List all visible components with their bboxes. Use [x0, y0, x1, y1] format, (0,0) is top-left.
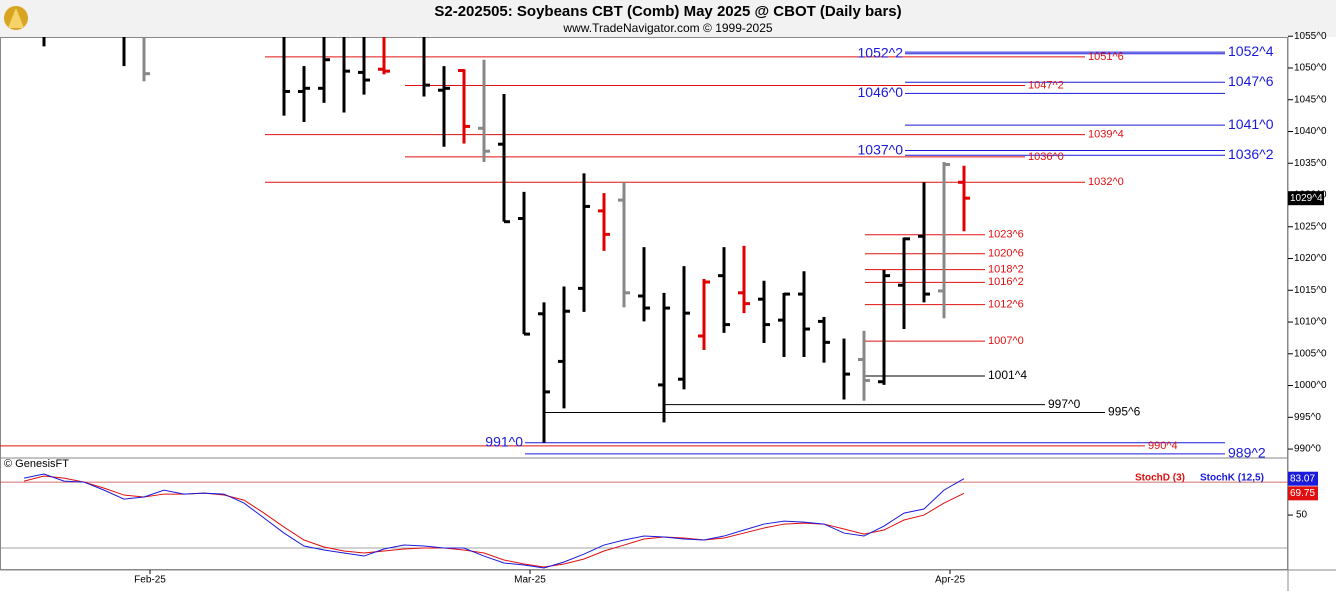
chart-subtitle: www.TradeNavigator.com © 1999-2025: [562, 21, 772, 35]
chart-title: S2-202505: Soybeans CBT (Comb) May 2025 …: [434, 3, 901, 20]
y-tick-label: 50: [1296, 510, 1308, 521]
stoch-line: [23, 475, 965, 568]
level-label: 1036^0: [1028, 151, 1064, 163]
x-tick-label: Apr-25: [935, 575, 965, 586]
y-tick-label: 1055^0: [1294, 31, 1327, 42]
stoch-line: [23, 473, 965, 569]
level-label: 1047^6: [1228, 73, 1274, 89]
logo: [4, 6, 28, 30]
last-value-box: [1288, 471, 1318, 486]
y-tick-label: 1050^0: [1294, 63, 1327, 74]
header: [0, 0, 1336, 37]
legend-entry: StochD (3): [1135, 473, 1185, 484]
y-tick-label: 1035^0: [1294, 158, 1327, 169]
level-label: 1020^6: [988, 248, 1024, 260]
level-label: 1041^0: [1228, 116, 1274, 132]
level-label: 1023^6: [988, 229, 1024, 241]
level-label: 997^0: [1048, 397, 1081, 411]
level-label: 1007^0: [988, 335, 1024, 347]
legend-entry: StochK (12,5): [1200, 473, 1264, 484]
x-tick-label: Feb-25: [134, 575, 166, 586]
y-tick-label: 1045^0: [1294, 94, 1327, 105]
level-label: 1012^6: [988, 298, 1024, 310]
level-label: 989^2: [1228, 445, 1266, 461]
y-tick-label: 1005^0: [1294, 348, 1327, 359]
level-label: 1051^6: [1088, 51, 1124, 63]
last-value-label: 69.75: [1290, 488, 1315, 499]
x-tick-label: Mar-25: [514, 575, 546, 586]
price-bars: [0, 37, 1225, 455]
y-tick-label: 995^0: [1294, 412, 1321, 423]
level-label: 1001^4: [988, 368, 1027, 382]
y-tick-label: 1020^0: [1294, 253, 1327, 264]
y-tick-label: 1015^0: [1294, 285, 1327, 296]
level-label: 990^4: [1148, 440, 1178, 452]
level-label: 1052^4: [1228, 43, 1274, 59]
level-label: 1039^4: [1088, 129, 1124, 141]
level-label: 1052^2: [858, 44, 904, 60]
last-value-label: 83.07: [1290, 473, 1315, 484]
y-tick-label: 1040^0: [1294, 126, 1327, 137]
y-tick-label: 990^0: [1294, 444, 1321, 455]
level-label: 1032^0: [1088, 176, 1124, 188]
level-label: 1018^2: [988, 264, 1024, 276]
last-price-label: 1029^4: [1290, 193, 1323, 204]
annotation: © GenesisFT: [4, 458, 69, 470]
level-label: 1046^0: [858, 84, 904, 100]
last-price-box: [1288, 191, 1324, 206]
level-label: 991^0: [485, 433, 523, 449]
level-label: 1016^2: [988, 276, 1024, 288]
level-label: 1047^2: [1028, 79, 1064, 91]
level-label: 995^6: [1108, 405, 1141, 419]
level-label: 1036^2: [1228, 146, 1274, 162]
level-label: 1037^0: [858, 141, 904, 157]
last-value-box: [1288, 486, 1318, 501]
y-tick-label: 1025^0: [1294, 221, 1327, 232]
y-tick-label: 1000^0: [1294, 380, 1327, 391]
y-tick-label: 1010^0: [1294, 317, 1327, 328]
